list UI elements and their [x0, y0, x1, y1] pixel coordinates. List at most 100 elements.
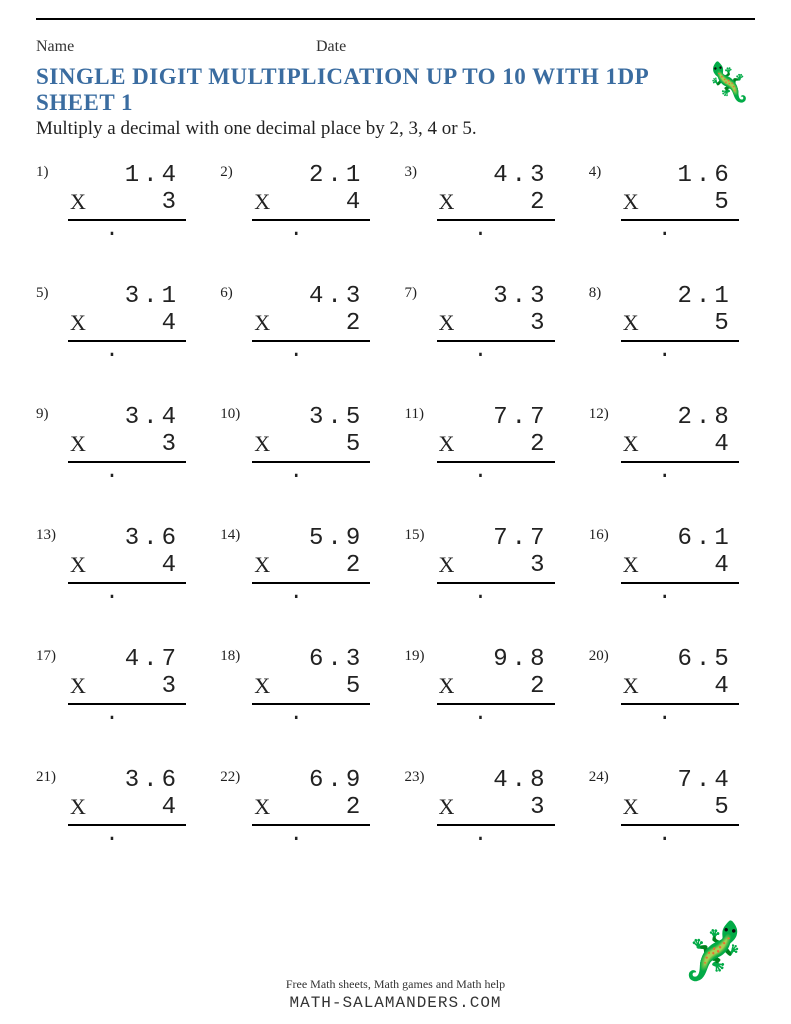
multiplier: 5	[714, 794, 732, 821]
multiply-sign: X	[252, 552, 270, 579]
answer-decimal-dot: .	[252, 828, 370, 846]
problem: 18)6.3X5.	[220, 646, 386, 725]
multiplier: 2	[346, 310, 364, 337]
problem-body: 7.7X3.	[437, 525, 555, 604]
problem-body: 4.8X3.	[437, 767, 555, 846]
multiply-sign: X	[437, 794, 455, 821]
multiplicand: 5.9	[252, 525, 370, 552]
multiplier: 4	[714, 673, 732, 700]
multiplier-row: X4	[68, 552, 186, 584]
multiplier-row: X5	[621, 310, 739, 342]
name-date-row: Name Date	[36, 18, 755, 56]
multiplier: 3	[530, 794, 548, 821]
multiplier-row: X2	[437, 189, 555, 221]
multiplier-row: X5	[621, 189, 739, 221]
problem: 13)3.6X4.	[36, 525, 202, 604]
multiplicand: 6.3	[252, 646, 370, 673]
header-row: SINGLE DIGIT MULTIPLICATION UP TO 10 WIT…	[36, 64, 755, 116]
multiply-sign: X	[68, 673, 86, 700]
problem-body: 3.1X4.	[68, 283, 186, 362]
multiplier-row: X3	[68, 431, 186, 463]
multiplier-row: X3	[437, 552, 555, 584]
problem: 12)2.8X4.	[589, 404, 755, 483]
problem-body: 3.4X3.	[68, 404, 186, 483]
multiplier-row: X4	[68, 310, 186, 342]
problem: 22)6.9X2.	[220, 767, 386, 846]
multiplicand: 7.7	[437, 404, 555, 431]
multiplier: 5	[346, 431, 364, 458]
multiplier: 3	[162, 189, 180, 216]
answer-decimal-dot: .	[437, 344, 555, 362]
problem-number: 12)	[589, 404, 621, 423]
multiplier: 4	[346, 189, 364, 216]
multiplicand: 3.6	[68, 767, 186, 794]
multiplier-row: X4	[252, 189, 370, 221]
multiplier: 3	[162, 673, 180, 700]
problem-body: 3.6X4.	[68, 767, 186, 846]
multiplier: 2	[530, 431, 548, 458]
answer-decimal-dot: .	[68, 828, 186, 846]
problem: 21)3.6X4.	[36, 767, 202, 846]
multiply-sign: X	[252, 794, 270, 821]
multiplier: 3	[530, 310, 548, 337]
answer-decimal-dot: .	[621, 828, 739, 846]
answer-decimal-dot: .	[437, 223, 555, 241]
multiplier-row: X4	[621, 431, 739, 463]
multiplier-row: X2	[252, 552, 370, 584]
multiplier-row: X3	[437, 794, 555, 826]
multiplicand: 3.6	[68, 525, 186, 552]
answer-decimal-dot: .	[68, 344, 186, 362]
problem-body: 6.3X5.	[252, 646, 370, 725]
problem-number: 3)	[405, 162, 437, 181]
multiply-sign: X	[252, 189, 270, 216]
problem: 15)7.7X3.	[405, 525, 571, 604]
problem-body: 4.3X2.	[437, 162, 555, 241]
multiplier-row: X5	[621, 794, 739, 826]
problem: 5)3.1X4.	[36, 283, 202, 362]
answer-decimal-dot: .	[621, 223, 739, 241]
answer-decimal-dot: .	[68, 586, 186, 604]
multiplier: 4	[714, 552, 732, 579]
multiplier-row: X3	[68, 673, 186, 705]
problem-number: 10)	[220, 404, 252, 423]
problem: 3)4.3X2.	[405, 162, 571, 241]
answer-decimal-dot: .	[437, 465, 555, 483]
problem-body: 6.9X2.	[252, 767, 370, 846]
problem-number: 1)	[36, 162, 68, 181]
multiplier: 2	[530, 673, 548, 700]
problem: 19)9.8X2.	[405, 646, 571, 725]
answer-decimal-dot: .	[252, 344, 370, 362]
multiplicand: 3.5	[252, 404, 370, 431]
problem: 1)1.4X3.	[36, 162, 202, 241]
problem-body: 2.8X4.	[621, 404, 739, 483]
problem-number: 17)	[36, 646, 68, 665]
problem: 10)3.5X5.	[220, 404, 386, 483]
problem-number: 2)	[220, 162, 252, 181]
answer-decimal-dot: .	[68, 223, 186, 241]
multiply-sign: X	[437, 552, 455, 579]
problem: 8)2.1X5.	[589, 283, 755, 362]
multiplicand: 2.8	[621, 404, 739, 431]
multiply-sign: X	[68, 552, 86, 579]
multiplier-row: X2	[252, 794, 370, 826]
multiplier-row: X4	[68, 794, 186, 826]
answer-decimal-dot: .	[68, 465, 186, 483]
problem-body: 3.5X5.	[252, 404, 370, 483]
multiplicand: 7.4	[621, 767, 739, 794]
multiply-sign: X	[621, 794, 639, 821]
salamander-logo-icon: 🦎	[701, 56, 755, 110]
multiply-sign: X	[621, 673, 639, 700]
problem-number: 24)	[589, 767, 621, 786]
answer-decimal-dot: .	[621, 707, 739, 725]
multiplier-row: X5	[252, 431, 370, 463]
multiplier-row: X2	[437, 673, 555, 705]
problem-body: 7.7X2.	[437, 404, 555, 483]
answer-decimal-dot: .	[252, 465, 370, 483]
multiplier: 4	[162, 794, 180, 821]
multiply-sign: X	[621, 552, 639, 579]
problem-number: 13)	[36, 525, 68, 544]
multiply-sign: X	[68, 431, 86, 458]
multiply-sign: X	[621, 189, 639, 216]
answer-decimal-dot: .	[437, 707, 555, 725]
problem-number: 23)	[405, 767, 437, 786]
